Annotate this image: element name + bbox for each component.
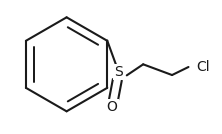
Text: O: O xyxy=(107,100,117,114)
Text: Cl: Cl xyxy=(196,60,210,74)
Text: S: S xyxy=(114,65,123,79)
